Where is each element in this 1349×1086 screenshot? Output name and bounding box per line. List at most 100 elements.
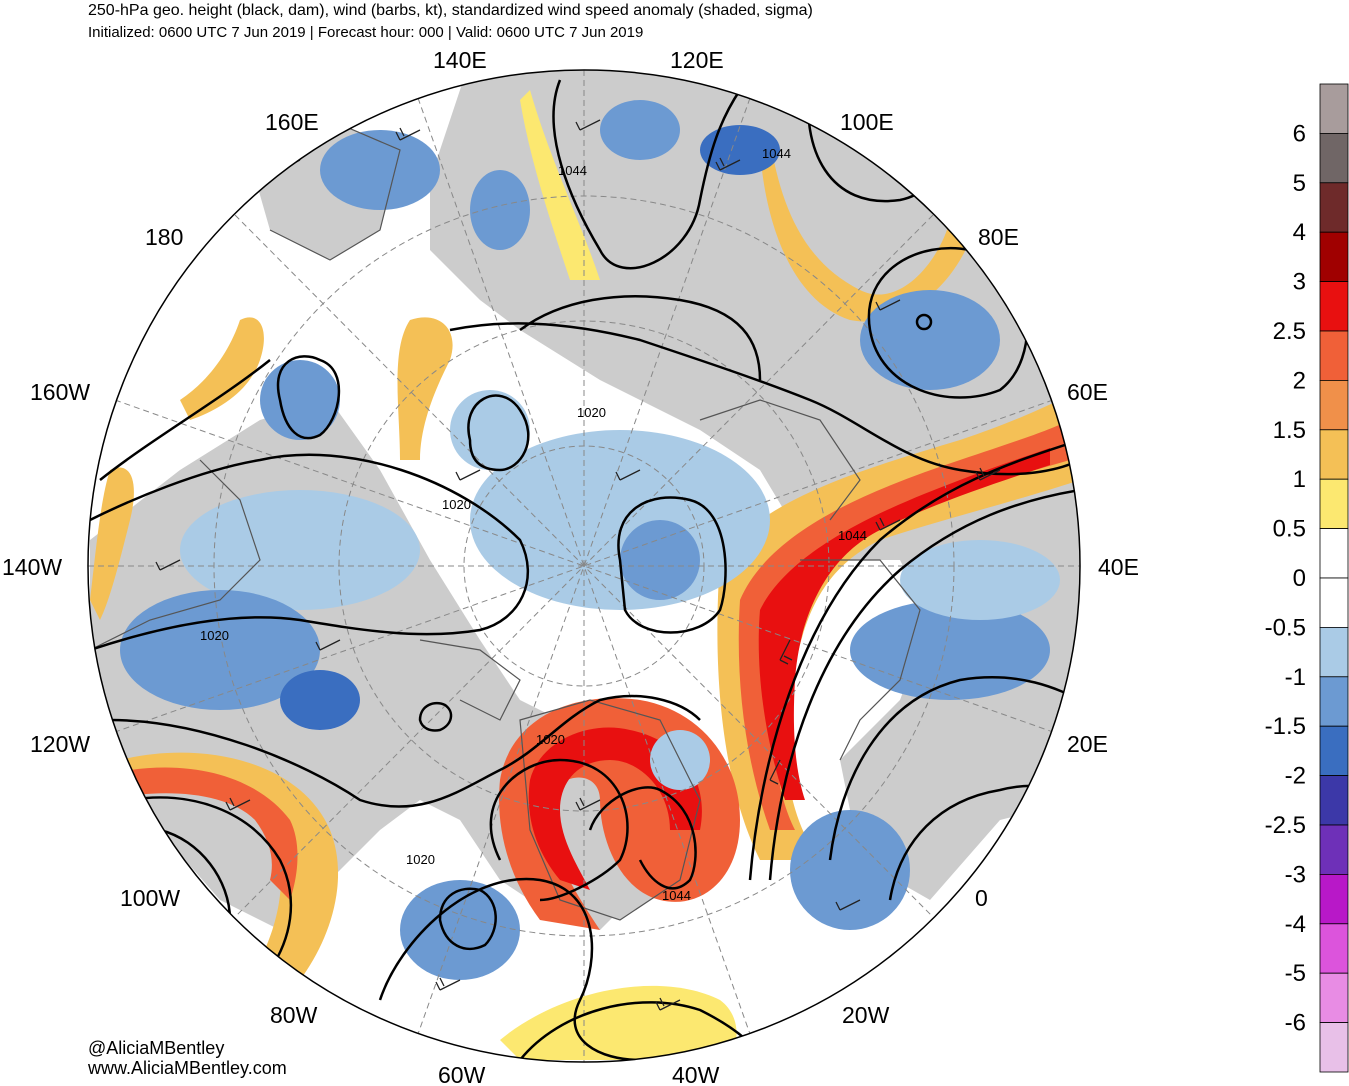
- wind-barbs: [155, 119, 1001, 1011]
- colorbar-label: 1: [1293, 466, 1306, 493]
- anomaly-blue-10: [400, 880, 520, 980]
- anomaly-shading: [90, 90, 1080, 1060]
- graticule: [88, 70, 1080, 1062]
- map-border: [87, 69, 1081, 1063]
- colorbar-swatch: [1319, 874, 1349, 925]
- longitude-labels: 140E 120E 160E 100E 180 80E 160W 60E 140…: [2, 47, 1139, 1086]
- lon-label-160e: 160E: [265, 109, 319, 135]
- colorbar-swatch: [1319, 83, 1349, 134]
- anomaly-blue-4: [700, 125, 780, 175]
- colorbar-label: 6: [1293, 120, 1306, 147]
- lon-label-120w: 120W: [30, 731, 90, 757]
- coastlines: [89, 119, 921, 921]
- anomaly-blue-2: [470, 170, 530, 250]
- colorbar-swatch: [1319, 577, 1349, 628]
- lon-label-140e: 140E: [433, 47, 487, 73]
- jet-band-outer: [717, 390, 1080, 860]
- jet-band-mid: [738, 420, 1070, 830]
- lon-label-20w: 20W: [842, 1002, 890, 1028]
- anomaly-blue-6: [620, 520, 700, 600]
- colorbar-swatch: [1319, 281, 1349, 332]
- colorbar-swatch: [1319, 231, 1349, 282]
- contour-label-2: 1044: [762, 146, 791, 161]
- lon-label-100w: 100W: [120, 885, 180, 911]
- lon-label-20e: 20E: [1067, 731, 1108, 757]
- siberia-jet-yellow: [520, 90, 600, 280]
- lon-label-0: 0: [975, 885, 988, 911]
- colorbar-swatch: [1319, 182, 1349, 233]
- colorbar-label: -2.5: [1265, 812, 1306, 839]
- contour-label-4: 1020: [442, 497, 471, 512]
- lon-label-40e: 40E: [1098, 554, 1139, 580]
- lon-label-120e: 120E: [670, 47, 724, 73]
- colorbar-swatch: [1319, 775, 1349, 826]
- colorbar-label: -4: [1285, 911, 1306, 938]
- arctic-jet-orange: [397, 317, 453, 460]
- credit-website: www.AliciaMBentley.com: [88, 1058, 287, 1078]
- colorbar-label: -0.5: [1265, 614, 1306, 641]
- lon-label-60e: 60E: [1067, 379, 1108, 405]
- anomaly-blue-1: [320, 130, 440, 210]
- contour-label-1: 1044: [558, 163, 587, 178]
- colorbar-label: -3: [1285, 861, 1306, 888]
- colorbar-label: -1.5: [1265, 713, 1306, 740]
- colorbar-label: -1: [1285, 664, 1306, 691]
- colorbar-label: -5: [1285, 960, 1306, 987]
- colorbar-swatch: [1319, 379, 1349, 431]
- contour-label-6: 1020: [200, 628, 229, 643]
- colorbar-label: 2: [1293, 367, 1306, 394]
- contour-labels: 1044 1044 1020 1020 1044 1020 1020 1020 …: [200, 146, 867, 903]
- colorbar-swatch: [1319, 478, 1349, 530]
- colorbar-swatch: [1319, 627, 1349, 678]
- lon-label-140w: 140W: [2, 554, 62, 580]
- colorbar-swatch: [1319, 429, 1349, 480]
- colorbar-swatch: [1319, 725, 1349, 777]
- anomaly-blue-3: [600, 100, 680, 160]
- colorbar-swatch: [1319, 676, 1349, 727]
- alaska-jet-orange: [180, 317, 264, 420]
- lon-label-80e: 80E: [978, 224, 1019, 250]
- contour-label-9: 1044: [662, 888, 691, 903]
- colorbar-swatch: [1319, 972, 1349, 1024]
- lon-label-180: 180: [145, 224, 183, 250]
- colorbar-swatch: [1319, 528, 1349, 579]
- map-content: 1044 1044 1020 1020 1044 1020 1020 1020 …: [88, 70, 1080, 1062]
- pacific-jet-core: [130, 767, 298, 900]
- lon-label-60w: 60W: [438, 1062, 486, 1086]
- colorbar-label: 0: [1293, 565, 1306, 592]
- colorbar-label: -6: [1285, 1010, 1306, 1037]
- colorbar-label: 0.5: [1273, 516, 1306, 543]
- contour-label-3: 1020: [577, 405, 606, 420]
- anomaly-blue-5: [860, 290, 1000, 390]
- colorbar-label: 5: [1293, 170, 1306, 197]
- anomaly-blue-9: [280, 670, 360, 730]
- colorbar-swatch: [1319, 1022, 1349, 1073]
- jet-band-core: [758, 448, 1050, 800]
- anomaly-blue-11: [790, 810, 910, 930]
- colorbar-label: 3: [1293, 269, 1306, 296]
- colorbar: 6 5 4 3 2.5 2 1.5 1 0.5 0 -0.5 -1 -1.5 -2 -2.5 -3 -4 -5 -6: [1265, 83, 1349, 1073]
- colorbar-swatch: [1319, 824, 1349, 875]
- lon-label-160w: 160W: [30, 379, 90, 405]
- colorbar-swatch: [1319, 923, 1349, 974]
- colorbar-swatch: [1319, 330, 1349, 381]
- contour-label-5: 1044: [838, 528, 867, 543]
- colorbar-swatch: [1319, 132, 1349, 184]
- lon-label-100e: 100E: [840, 109, 894, 135]
- colorbar-label: 1.5: [1273, 417, 1306, 444]
- anomaly-blue-7: [260, 360, 340, 440]
- contour-label-7: 1020: [536, 732, 565, 747]
- asia-jet-orange: [760, 140, 970, 322]
- colorbar-label: -2: [1285, 763, 1306, 790]
- contour-label-8: 1020: [406, 852, 435, 867]
- lon-label-40w: 40W: [672, 1062, 720, 1086]
- credit-handle: @AliciaMBentley: [88, 1038, 225, 1058]
- lon-label-80w: 80W: [270, 1002, 318, 1028]
- pacific-jet-outer: [120, 752, 339, 980]
- colorbar-label: 2.5: [1273, 318, 1306, 345]
- anomaly-blue-8: [120, 590, 320, 710]
- anomaly-blue-12: [850, 600, 1050, 700]
- chart-title: 250-hPa geo. height (black, dam), wind (…: [88, 2, 813, 19]
- colorbar-label: 4: [1293, 219, 1306, 246]
